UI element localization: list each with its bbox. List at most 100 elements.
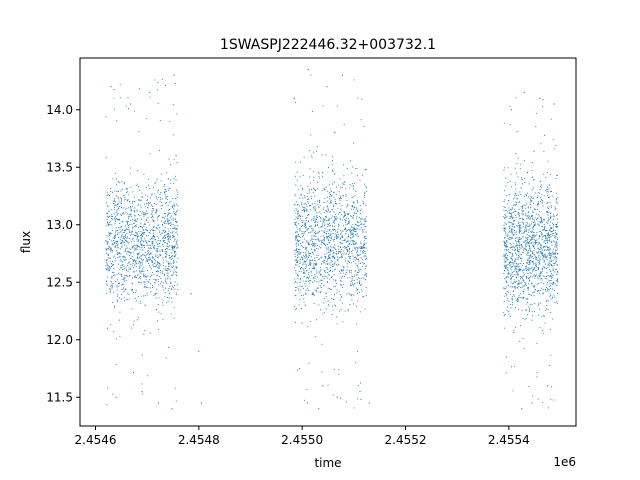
data-point xyxy=(170,278,172,280)
data-point xyxy=(155,212,157,214)
data-point xyxy=(328,263,330,265)
data-point xyxy=(116,240,118,242)
data-point xyxy=(164,231,167,233)
data-point xyxy=(530,267,532,269)
data-point xyxy=(327,207,329,209)
data-point xyxy=(298,240,300,242)
data-point xyxy=(309,252,311,254)
data-point xyxy=(363,229,365,231)
data-point xyxy=(349,257,351,260)
data-point xyxy=(113,213,115,215)
data-point xyxy=(301,285,303,287)
data-point xyxy=(293,306,296,308)
data-point xyxy=(162,249,164,251)
data-point xyxy=(508,225,510,227)
data-point xyxy=(190,293,192,295)
data-point xyxy=(515,271,517,273)
data-point xyxy=(546,191,548,193)
data-point xyxy=(344,247,346,249)
data-point xyxy=(140,226,142,228)
data-point xyxy=(550,255,552,257)
data-point xyxy=(176,239,178,241)
data-point xyxy=(294,295,296,297)
data-point xyxy=(142,241,144,243)
data-point xyxy=(510,238,512,240)
data-point xyxy=(531,176,534,178)
data-point xyxy=(299,261,301,263)
data-point xyxy=(533,274,535,276)
data-point xyxy=(307,68,309,71)
data-point xyxy=(359,311,361,313)
data-point xyxy=(151,256,153,258)
data-point xyxy=(331,236,333,238)
data-point xyxy=(546,242,549,244)
data-point xyxy=(546,258,548,260)
data-point xyxy=(316,225,318,227)
data-point xyxy=(528,279,530,281)
data-point xyxy=(339,178,341,180)
data-point xyxy=(554,256,556,259)
data-point xyxy=(115,364,117,366)
data-point xyxy=(522,226,524,228)
data-point xyxy=(548,229,551,231)
data-point xyxy=(525,254,527,256)
data-point xyxy=(332,232,334,235)
data-point xyxy=(512,222,514,224)
data-point xyxy=(144,295,146,297)
data-point xyxy=(519,217,522,219)
data-point xyxy=(307,281,310,283)
data-point xyxy=(302,241,304,243)
data-point xyxy=(165,357,167,359)
data-point xyxy=(504,214,506,216)
data-point xyxy=(359,213,362,215)
data-point xyxy=(334,263,336,265)
data-point xyxy=(523,269,525,271)
data-point xyxy=(318,206,320,208)
data-point xyxy=(551,227,553,229)
data-point xyxy=(526,234,528,236)
data-point xyxy=(111,218,113,220)
data-point xyxy=(122,221,124,223)
data-point xyxy=(516,131,518,133)
data-point xyxy=(553,214,555,216)
data-point xyxy=(296,204,298,206)
data-point xyxy=(170,266,172,268)
data-point xyxy=(537,242,540,244)
data-point xyxy=(329,288,331,290)
data-point xyxy=(536,273,538,275)
data-point xyxy=(118,256,120,258)
data-point xyxy=(306,217,308,219)
data-point xyxy=(151,204,153,206)
data-point xyxy=(345,401,347,403)
data-point xyxy=(115,241,117,243)
data-point xyxy=(348,236,350,238)
data-point xyxy=(158,262,161,264)
data-point xyxy=(542,254,544,256)
data-point xyxy=(341,219,343,221)
data-point xyxy=(155,210,157,213)
data-point xyxy=(356,292,359,294)
data-point xyxy=(153,262,155,264)
data-point xyxy=(105,225,107,227)
data-point xyxy=(147,217,149,219)
data-point xyxy=(546,299,548,301)
data-point xyxy=(523,288,525,290)
data-point xyxy=(505,252,508,254)
data-point xyxy=(536,251,538,253)
data-point xyxy=(149,332,151,334)
data-point xyxy=(525,248,527,250)
data-point xyxy=(117,252,119,254)
data-point xyxy=(327,237,329,239)
data-point xyxy=(557,281,559,283)
data-point xyxy=(139,88,141,90)
data-point xyxy=(144,244,146,246)
data-point xyxy=(145,227,147,229)
data-point xyxy=(311,293,314,295)
data-point xyxy=(175,243,177,245)
data-point xyxy=(509,278,511,280)
data-point xyxy=(530,207,532,209)
data-point xyxy=(154,193,156,195)
data-point xyxy=(117,227,120,229)
data-point xyxy=(113,267,115,269)
data-point xyxy=(342,246,344,248)
